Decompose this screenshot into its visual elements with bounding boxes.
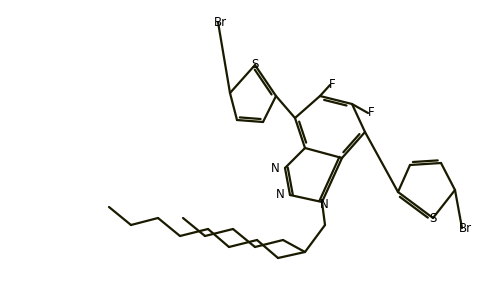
Text: F: F [328,79,335,92]
Text: N: N [276,188,285,201]
Text: Br: Br [459,221,471,234]
Text: Br: Br [214,16,226,29]
Text: F: F [368,107,374,119]
Text: N: N [271,162,280,175]
Text: N: N [320,199,328,212]
Text: S: S [251,58,259,71]
Text: S: S [429,212,436,225]
